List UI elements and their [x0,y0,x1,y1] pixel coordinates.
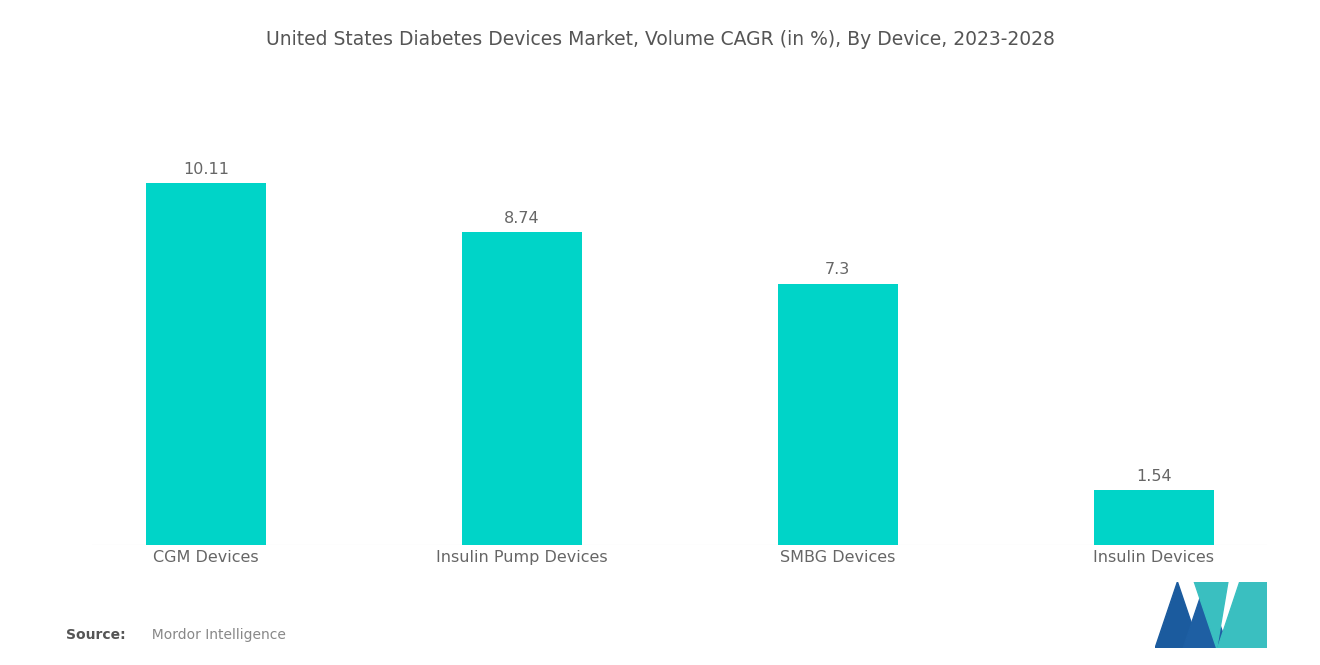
Polygon shape [1155,582,1200,648]
Text: United States Diabetes Devices Market, Volume CAGR (in %), By Device, 2023-2028: United States Diabetes Devices Market, V… [265,30,1055,49]
Bar [777,284,898,545]
Text: 8.74: 8.74 [504,211,540,226]
Text: Source:: Source: [66,628,125,642]
Text: 7.3: 7.3 [825,263,850,277]
Text: 10.11: 10.11 [183,162,228,177]
Polygon shape [1217,582,1267,648]
Bar [462,232,582,545]
Polygon shape [1195,582,1228,648]
Polygon shape [1183,582,1228,648]
Text: 1.54: 1.54 [1137,469,1172,483]
Text: Mordor Intelligence: Mordor Intelligence [143,628,285,642]
Bar [1094,490,1214,545]
Bar [145,184,265,545]
